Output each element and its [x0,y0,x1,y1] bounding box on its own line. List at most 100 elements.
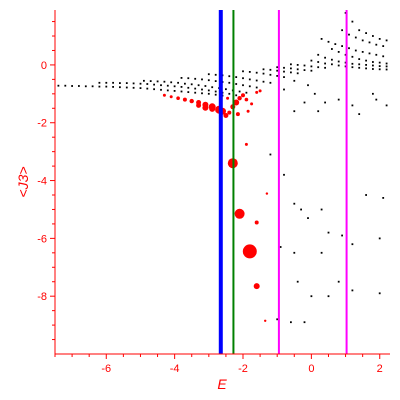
black-point-197 [310,295,313,298]
black-point-113 [337,64,340,67]
black-point-28 [119,82,121,84]
black-point-101 [303,69,306,71]
black-point-179 [269,153,272,156]
black-point-47 [149,80,152,82]
y-tick-label-0: 0 [41,60,47,72]
y-tick-label-3: -6 [37,233,47,245]
black-point-107 [317,66,320,69]
black-point-39 [194,87,197,90]
black-point-25 [98,81,101,84]
black-point-153 [354,36,357,39]
black-point-73 [255,86,258,89]
black-point-157 [382,45,385,47]
black-point-150 [382,55,385,58]
black-point-8 [112,86,114,88]
y-tick-label-4: -8 [37,291,47,303]
black-point-69 [228,81,231,84]
y-axis-label: <J3> [15,166,31,197]
black-point-111 [324,62,326,65]
black-point-156 [375,43,378,46]
red-point-11 [209,105,216,112]
black-point-0 [57,84,60,87]
black-point-20 [194,91,197,94]
black-point-180 [283,173,285,176]
black-point-135 [351,55,354,58]
black-point-166 [283,88,285,91]
black-point-36 [173,85,176,88]
black-point-23 [214,93,217,96]
black-point-198 [327,295,330,298]
black-point-128 [365,64,367,66]
black-point-184 [365,194,367,196]
black-point-65 [201,78,203,81]
black-point-173 [385,104,388,107]
black-point-122 [324,56,326,59]
black-point-80 [248,78,251,81]
black-point-137 [365,59,367,62]
red-point-0 [162,93,166,97]
black-point-189 [378,237,381,240]
black-point-176 [293,110,296,113]
black-point-75 [214,73,217,76]
black-point-141 [320,38,323,40]
black-point-72 [248,85,251,88]
black-point-10 [125,86,128,89]
black-point-152 [348,33,350,36]
black-point-9 [119,86,121,89]
black-point-104 [296,64,299,66]
black-point-110 [317,61,320,63]
black-point-121 [317,53,320,56]
black-point-64 [194,77,197,80]
red-point-29 [253,283,260,290]
black-point-41 [207,89,210,92]
black-point-163 [378,38,381,40]
black-point-102 [310,69,313,72]
black-point-2 [71,85,73,87]
black-point-87 [262,72,265,75]
black-point-60 [238,90,241,93]
black-point-3 [78,85,80,87]
black-point-30 [132,82,135,85]
black-point-95 [290,71,292,74]
black-point-84 [242,70,244,73]
black-point-126 [351,62,354,65]
black-point-1 [64,84,67,87]
black-point-172 [372,92,374,95]
black-point-148 [368,52,371,55]
black-point-44 [228,92,231,95]
black-point-79 [242,77,244,80]
black-point-11 [132,86,135,89]
black-point-178 [375,98,378,101]
black-point-50 [170,81,173,84]
black-point-100 [296,68,299,71]
x-tick-label-3: 0 [308,363,314,375]
black-point-196 [303,321,306,324]
red-point-14 [227,110,232,115]
black-point-120 [385,68,388,71]
black-point-13 [146,87,149,90]
y-tick-label-2: -4 [37,176,47,188]
black-point-52 [184,82,186,85]
black-point-112 [331,63,333,66]
black-point-7 [105,85,108,88]
red-point-32 [265,192,269,195]
black-point-45 [235,94,238,97]
black-point-174 [303,101,306,104]
x-axis-ticks: -6 -4 -2 0 2 [54,354,383,375]
black-point-188 [341,234,343,237]
black-point-144 [341,45,343,47]
black-point-83 [269,81,272,84]
black-point-191 [293,251,296,254]
red-point-27 [234,208,245,219]
red-point-3 [182,97,187,102]
black-point-37 [180,86,183,88]
red-point-30 [254,220,259,225]
black-point-162 [372,35,374,37]
black-point-27 [112,81,114,84]
black-point-195 [290,321,292,324]
black-point-96 [296,72,299,75]
black-point-14 [153,88,155,91]
black-point-66 [207,79,210,82]
black-point-18 [180,90,183,93]
